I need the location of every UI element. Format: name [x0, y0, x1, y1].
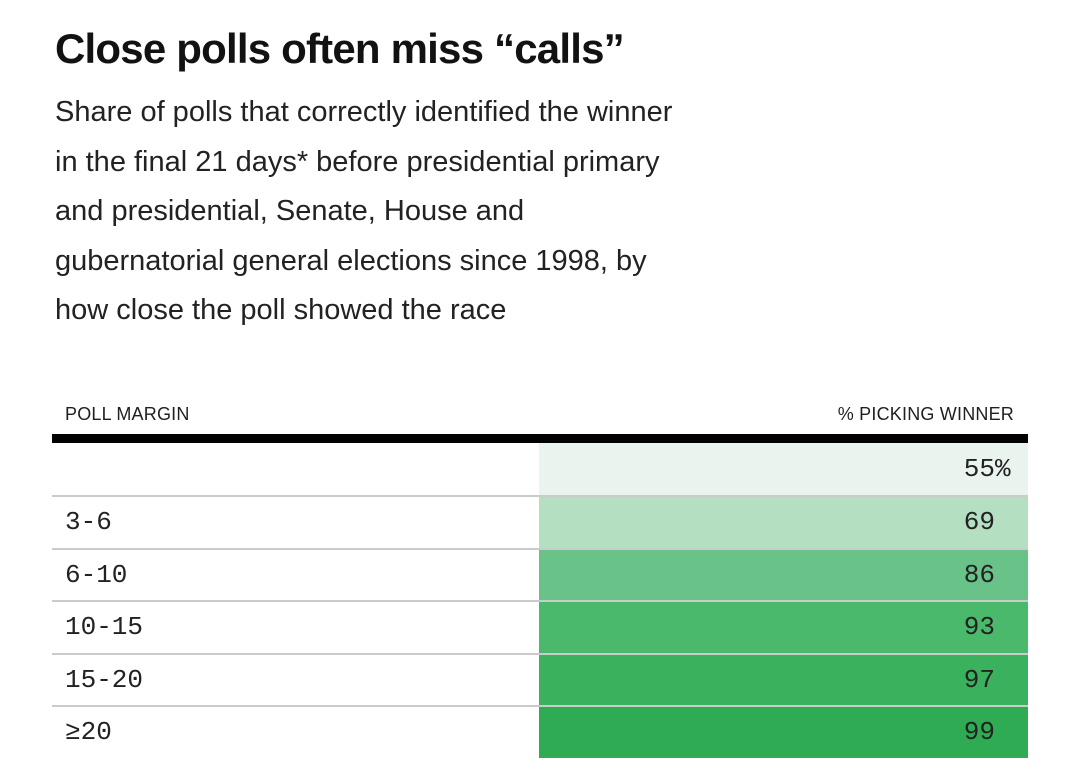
- poll-margin-cell: 3-6: [65, 507, 112, 538]
- picking-winner-cell: 69: [539, 497, 1028, 548]
- table-row: ≥20 99: [52, 705, 1028, 758]
- poll-margin-cell: 15-20: [65, 664, 144, 695]
- table-row: 3-6 69: [52, 495, 1028, 548]
- picking-winner-cell: 86: [539, 549, 1028, 600]
- percent-value: 97: [963, 664, 995, 695]
- picking-winner-cell: 55%: [539, 442, 1028, 495]
- picking-winner-cell: 99: [539, 707, 1028, 758]
- table-row: 6-10 86: [52, 547, 1028, 600]
- picking-winner-cell: 97: [539, 654, 1028, 705]
- table-row: 15-20 97: [52, 652, 1028, 705]
- chart-subtitle: Share of polls that correctly identified…: [55, 96, 673, 326]
- percent-suffix: %: [995, 453, 1011, 484]
- table-header-row: POLL MARGIN % PICKING WINNER: [52, 401, 1028, 427]
- table-row: 10-15 93: [52, 600, 1028, 653]
- poll-margin-cell: 6-10: [65, 559, 128, 590]
- percent-value: 55: [963, 453, 995, 484]
- poll-margin-cell: 10-15: [65, 612, 144, 643]
- percent-value: 86: [963, 559, 995, 590]
- percent-value: 99: [963, 717, 995, 748]
- picking-winner-cell: 93: [539, 602, 1028, 653]
- table-row: 55%: [52, 442, 1028, 496]
- table-header-rule: [52, 433, 1028, 443]
- poll-margin-cell: [52, 443, 539, 496]
- poll-margin-cell: ≥20: [65, 717, 112, 748]
- column-header-poll-margin: POLL MARGIN: [65, 403, 190, 424]
- percent-value: 69: [963, 507, 995, 538]
- column-header-picking-winner: % PICKING WINNER: [837, 403, 1014, 424]
- table-body: 55% 3-6 69 6-10 86 10-15 93 15-20 97 ≥20…: [52, 442, 1028, 758]
- percent-value: 93: [963, 612, 995, 643]
- chart-title: Close polls often miss “calls”: [55, 25, 625, 72]
